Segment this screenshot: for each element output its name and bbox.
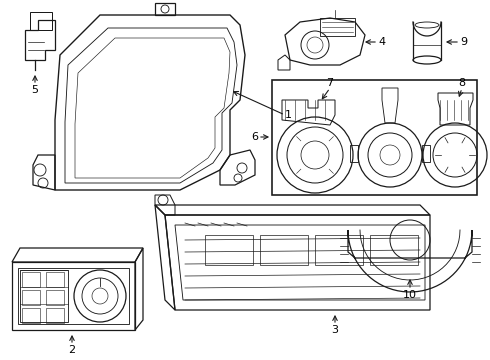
Text: 10: 10 [403, 290, 417, 300]
Text: 6: 6 [251, 132, 258, 142]
Bar [320, 18, 355, 36]
Bar [260, 235, 308, 265]
Bar [46, 308, 64, 323]
Text: 5: 5 [31, 85, 39, 95]
Bar [22, 308, 40, 323]
Text: 4: 4 [378, 37, 385, 47]
Bar [22, 272, 40, 287]
Bar [205, 235, 253, 265]
Text: 7: 7 [326, 78, 334, 88]
Bar [370, 235, 418, 265]
Bar [20, 270, 68, 322]
Bar [46, 272, 64, 287]
Bar [46, 290, 64, 305]
Bar [30, 12, 52, 30]
Text: 3: 3 [332, 325, 339, 335]
Text: 9: 9 [460, 37, 467, 47]
Text: 1: 1 [285, 110, 292, 120]
Text: 8: 8 [459, 78, 466, 88]
Bar [18, 268, 129, 324]
Text: 2: 2 [69, 345, 75, 355]
Bar [272, 80, 477, 195]
Bar [315, 235, 363, 265]
Bar [22, 290, 40, 305]
